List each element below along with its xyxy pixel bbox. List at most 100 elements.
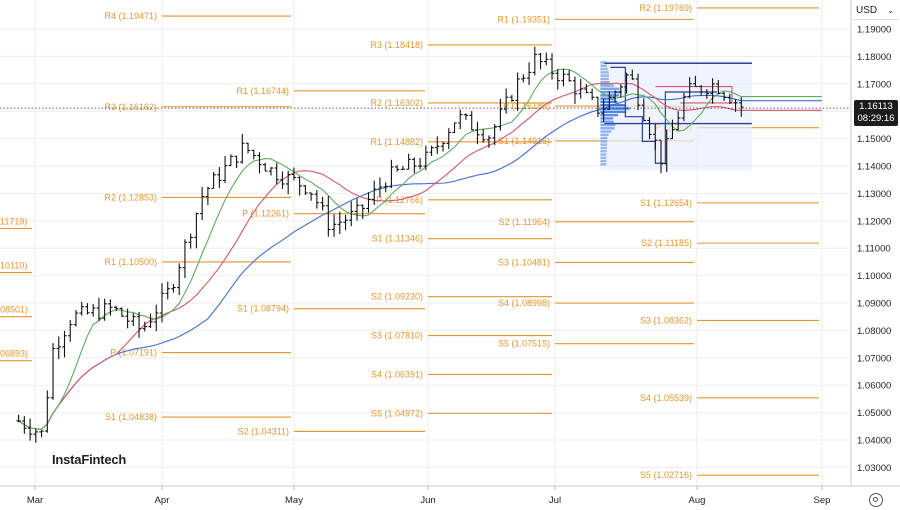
y-tick-label: 1.17000 [857, 79, 891, 90]
profile-bin [600, 140, 608, 143]
price-bar [618, 84, 624, 98]
price-bar [417, 157, 423, 170]
profile-bin [600, 143, 608, 146]
price-bar [377, 177, 383, 198]
price-bar [108, 299, 113, 316]
price-bar [222, 156, 228, 183]
price-bar [492, 124, 497, 145]
gear-icon[interactable] [869, 493, 883, 507]
price-bar [400, 165, 406, 170]
price-bar [578, 78, 583, 99]
price-bar [308, 192, 314, 201]
pivot-label: S5 (1.04972) [371, 408, 423, 418]
y-tick-label: 1.13000 [857, 189, 891, 200]
price-bar [303, 185, 308, 195]
pivot-label: S5 (1.02716) [640, 470, 692, 480]
price-bar [320, 196, 325, 211]
axes [0, 0, 900, 487]
x-tick-label: May [285, 495, 303, 506]
price-bar [326, 195, 331, 237]
pivot-label: S4 (1.06391) [371, 369, 423, 379]
price-bar [584, 84, 589, 94]
price-bar [234, 155, 239, 168]
profile-bin [600, 133, 609, 137]
price-bar [165, 281, 170, 300]
currency-selector[interactable]: USD ⌄ [852, 2, 898, 20]
pivot-label: S4 (1.08998) [498, 298, 550, 308]
price-bar [291, 167, 297, 181]
price-bar [331, 214, 337, 237]
price-bar [211, 171, 216, 189]
price-bar [423, 145, 429, 171]
pivot-label: S2 (1.11964) [499, 217, 550, 227]
profile-bin [600, 120, 614, 123]
price-bar [498, 98, 503, 131]
price-bar [475, 121, 480, 145]
price-bar [480, 128, 486, 143]
price-bar [217, 167, 222, 189]
pivot-label: R1 (1.16744) [236, 86, 289, 96]
pivot-label: R1 (1.14882) [370, 137, 423, 147]
profile-bin [600, 110, 627, 114]
price-bar [716, 80, 721, 95]
price-bar [194, 212, 199, 249]
price-bar [641, 98, 646, 122]
bar-countdown: 08:29:16 [857, 113, 895, 124]
pivot-label: R2 (1.12853) [104, 192, 157, 202]
volume-profile [600, 60, 752, 171]
price-bar [412, 157, 417, 174]
price-bar [73, 309, 79, 327]
x-tick-label: Jun [420, 495, 435, 506]
price-bar [119, 307, 125, 317]
price-bar [469, 111, 474, 131]
price-bar [624, 72, 629, 94]
price-bar [199, 186, 205, 220]
price-bar [131, 313, 136, 326]
price-bar [205, 186, 211, 206]
x-tick-label: Jul [549, 495, 561, 506]
profile-bin [600, 127, 615, 130]
profile-bin [600, 74, 610, 77]
price-bar [383, 182, 388, 193]
profile-bin [600, 153, 607, 156]
profile-bin [600, 71, 609, 74]
y-tick-label: 1.12000 [857, 216, 891, 227]
price-bar [670, 119, 675, 140]
profile-bin [600, 67, 608, 71]
x-tick-label: Sep [814, 495, 831, 506]
y-tick-label: 1.07000 [857, 353, 891, 364]
price-bar [337, 211, 342, 235]
price-bar [589, 88, 595, 100]
price-bar [503, 88, 509, 114]
profile-bin [600, 113, 619, 117]
price-bar [177, 263, 182, 296]
price-bar [429, 145, 434, 157]
profile-bin [600, 77, 609, 81]
price-bar [687, 77, 692, 99]
price-bar [601, 98, 606, 123]
price-bar [521, 74, 526, 83]
y-tick-label: 1.09000 [857, 299, 891, 310]
pivot-label: S3 (1.07810) [371, 331, 423, 341]
pivot-label: 08501) [0, 305, 28, 315]
profile-bin [600, 150, 607, 153]
pivot-label: S2 (1.11185) [641, 238, 692, 248]
price-bar [354, 198, 360, 221]
pivot-label: 11719) [0, 216, 27, 226]
price-bar [406, 153, 411, 170]
price-bar [366, 192, 371, 213]
price-bar [314, 190, 320, 209]
price-bar [257, 152, 262, 174]
y-tick-label: 1.04000 [857, 436, 891, 447]
sma-fast-line [18, 68, 822, 430]
profile-bin [600, 107, 630, 110]
price-bar [446, 128, 451, 150]
price-bar [360, 204, 365, 220]
price-bar [349, 201, 354, 227]
price-bar [228, 154, 234, 167]
profile-bin [600, 87, 620, 91]
grid-lines [0, 0, 850, 486]
pivot-label: S1 (1.14916) [498, 136, 550, 146]
x-tick-label: Apr [155, 495, 170, 506]
